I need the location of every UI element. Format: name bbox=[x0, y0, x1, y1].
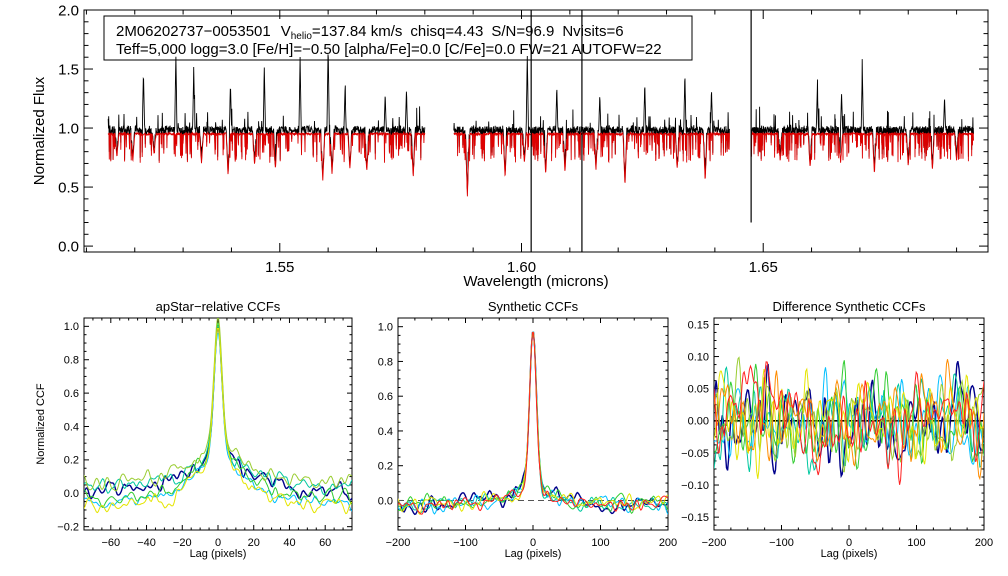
spectrum-observed-chip-3 bbox=[750, 59, 974, 166]
spectrum-model-chip-3 bbox=[750, 131, 974, 173]
difference-synthetic-ccfs-series-8 bbox=[714, 361, 984, 485]
synthetic-ccfs-series-5 bbox=[398, 332, 668, 516]
difference-synthetic-ccfs-series-5 bbox=[714, 356, 984, 473]
synthetic-ccfs-xlabel: Lag (pixels) bbox=[505, 548, 562, 560]
apstar-relative-ccfs-xlabel: Lag (pixels) bbox=[190, 548, 247, 560]
synthetic-ccfs-ytick-label: 0.6 bbox=[378, 391, 393, 403]
vhelio-label: V bbox=[281, 23, 291, 40]
synthetic-ccfs-xtick-label: −100 bbox=[453, 537, 478, 549]
apstar-relative-ccfs-series-5 bbox=[84, 318, 352, 492]
apstar-relative-ccfs-frame bbox=[83, 317, 353, 531]
difference-synthetic-ccfs-ytick-label: −0.15 bbox=[681, 512, 709, 524]
spectrum-axes: 1.55 1.60 1.65 0.0 0.5 1.0 1.5 2.0 Wavelength (m… bbox=[31, 2, 989, 290]
spectrum-frame bbox=[83, 9, 989, 253]
synthetic-ccfs-xtick-label: 0 bbox=[530, 537, 536, 549]
apstar-relative-ccfs-ytick-label: 0.4 bbox=[64, 421, 79, 433]
spectrum-model-chip-2 bbox=[453, 131, 730, 197]
difference-synthetic-ccfs-ytick-label: −0.10 bbox=[681, 480, 709, 492]
apstar-relative-ccfs-xtick-label: −20 bbox=[173, 537, 192, 549]
spectrum-xlabel: Wavelength (microns) bbox=[463, 273, 608, 290]
apstar-relative-ccfs-axes: −60 −40 −20 0 20 40 60 −0.2 0.0 0.2 0.4 0.6 0.8 1.0 ap… bbox=[35, 299, 353, 560]
header-line-1: 2M06202737−0053501 Vhelio=137.84 km/s chis… bbox=[116, 23, 624, 42]
apstar-relative-ccfs-xtick-label: 0 bbox=[215, 537, 221, 549]
difference-synthetic-ccfs-ytick-label: 0.15 bbox=[688, 319, 709, 331]
apstar-relative-ccfs-ytick-label: −0.2 bbox=[57, 522, 79, 534]
apstar-relative-ccfs-xtick-label: 20 bbox=[248, 537, 260, 549]
difference-synthetic-ccfs-ytick-label: 0.10 bbox=[688, 351, 709, 363]
apstar-relative-ccfs-ytick-label: 0.6 bbox=[64, 388, 79, 400]
apstar-relative-ccfs-ylabel: Normalized CCF bbox=[35, 383, 47, 465]
vhelio-sub: helio bbox=[291, 31, 313, 42]
spectrum-ytick-label: 0.0 bbox=[58, 238, 79, 255]
difference-synthetic-ccfs-xlabel: Lag (pixels) bbox=[821, 548, 878, 560]
apstar-relative-ccfs-ytick-label: 1.0 bbox=[64, 321, 79, 333]
header-line-2: Teff=5,000 logg=3.0 [Fe/H]=−0.50 [alpha/… bbox=[116, 41, 662, 58]
synthetic-ccfs-axes: −200 −100 0 100 200 0.0 0.2 0.4 0.6 0.8 1.0 Synthet… bbox=[378, 299, 677, 560]
spectrum-observed-chip-1 bbox=[107, 54, 426, 174]
difference-synthetic-ccfs-xtick-label: 200 bbox=[975, 537, 993, 549]
synthetic-ccfs-xtick-label: 100 bbox=[591, 537, 609, 549]
snr-value: S/N=96.9 bbox=[491, 23, 554, 40]
spectrum-model-chip-1 bbox=[107, 131, 426, 181]
spectrum-xtick-label: 1.60 bbox=[507, 259, 536, 276]
synthetic-ccfs-series-6 bbox=[398, 331, 668, 515]
difference-synthetic-ccfs-axes: −200 −100 0 100 200 −0.15 −0.10 −0.05 0.00 0.05 0.… bbox=[681, 299, 993, 560]
vhelio-value: =137.84 km/s bbox=[312, 23, 402, 40]
header-box bbox=[103, 15, 693, 61]
apstar-relative-ccfs-xtick-label: −40 bbox=[137, 537, 156, 549]
synthetic-ccfs-ytick-label: 0.4 bbox=[378, 426, 393, 438]
apstar-relative-ccfs-xtick-label: 60 bbox=[319, 537, 331, 549]
plots-group: 1.55 1.60 1.65 0.0 0.5 1.0 1.5 2.0 Wavelength (m… bbox=[31, 2, 993, 560]
synthetic-ccfs-xtick-label: −200 bbox=[386, 537, 411, 549]
header-annotation: 2M06202737−0053501 Vhelio=137.84 km/s chis… bbox=[103, 15, 693, 61]
apstar-relative-ccfs-series-4 bbox=[84, 322, 352, 508]
difference-synthetic-ccfs-series-6 bbox=[714, 367, 984, 479]
apstar-relative-ccfs-xtick-label: 40 bbox=[283, 537, 295, 549]
spectrum-xtick-label: 1.55 bbox=[265, 259, 294, 276]
synthetic-ccfs-series-2 bbox=[398, 331, 668, 515]
difference-synthetic-ccfs-title: Difference Synthetic CCFs bbox=[773, 299, 926, 314]
synthetic-ccfs-ytick-label: 0.8 bbox=[378, 356, 393, 368]
spectrum-xtick-label: 1.65 bbox=[749, 259, 778, 276]
difference-synthetic-ccfs-ytick-label: 0.00 bbox=[688, 416, 709, 428]
synthetic-ccfs-xtick-label: 200 bbox=[659, 537, 677, 549]
spectrum-observed-chip-2 bbox=[453, 55, 730, 190]
synthetic-ccfs-series-1 bbox=[398, 331, 668, 516]
difference-synthetic-ccfs-xtick-label: 100 bbox=[907, 537, 925, 549]
spectrum-ytick-label: 1.0 bbox=[58, 120, 79, 137]
difference-synthetic-ccfs-xtick-label: −100 bbox=[769, 537, 794, 549]
difference-synthetic-ccfs-ytick-label: 0.05 bbox=[688, 384, 709, 396]
synthetic-ccfs-title: Synthetic CCFs bbox=[488, 299, 579, 314]
apstar-relative-ccfs-title: apStar−relative CCFs bbox=[156, 299, 281, 314]
difference-synthetic-ccfs-xtick-label: 0 bbox=[846, 537, 852, 549]
apstar-relative-ccfs-ytick-label: 0.8 bbox=[64, 355, 79, 367]
synthetic-ccfs-ytick-label: 1.0 bbox=[378, 322, 393, 334]
spectrum-ylabel: Normalized Flux bbox=[31, 76, 48, 185]
nvisits-value: Nvisits=6 bbox=[562, 23, 623, 40]
difference-synthetic-ccfs-ytick-label: −0.05 bbox=[681, 448, 709, 460]
difference-synthetic-ccfs-series-7 bbox=[714, 359, 984, 481]
apstar-relative-ccfs-series-6 bbox=[84, 328, 352, 515]
apstar-relative-ccfs-ytick-label: 0.2 bbox=[64, 455, 79, 467]
synthetic-ccfs-series-4 bbox=[398, 331, 668, 515]
spectrum-ytick-label: 2.0 bbox=[58, 2, 79, 19]
synthetic-ccfs-series-3 bbox=[398, 332, 668, 514]
spectrum-ytick-label: 0.5 bbox=[58, 179, 79, 196]
apstar-relative-ccfs-xtick-label: −60 bbox=[101, 537, 120, 549]
synthetic-ccfs-ytick-label: 0.2 bbox=[378, 461, 393, 473]
synthetic-ccfs-ytick-label: 0.0 bbox=[378, 495, 393, 507]
apstar-relative-ccfs-ytick-label: 0.0 bbox=[64, 488, 79, 500]
star-id: 2M06202737−0053501 bbox=[116, 23, 271, 40]
difference-synthetic-ccfs-xtick-label: −200 bbox=[702, 537, 727, 549]
spectrum-ytick-label: 1.5 bbox=[58, 61, 79, 78]
chisq-value: chisq=4.43 bbox=[410, 23, 483, 40]
apstar-relative-ccfs-series-3 bbox=[84, 324, 352, 496]
